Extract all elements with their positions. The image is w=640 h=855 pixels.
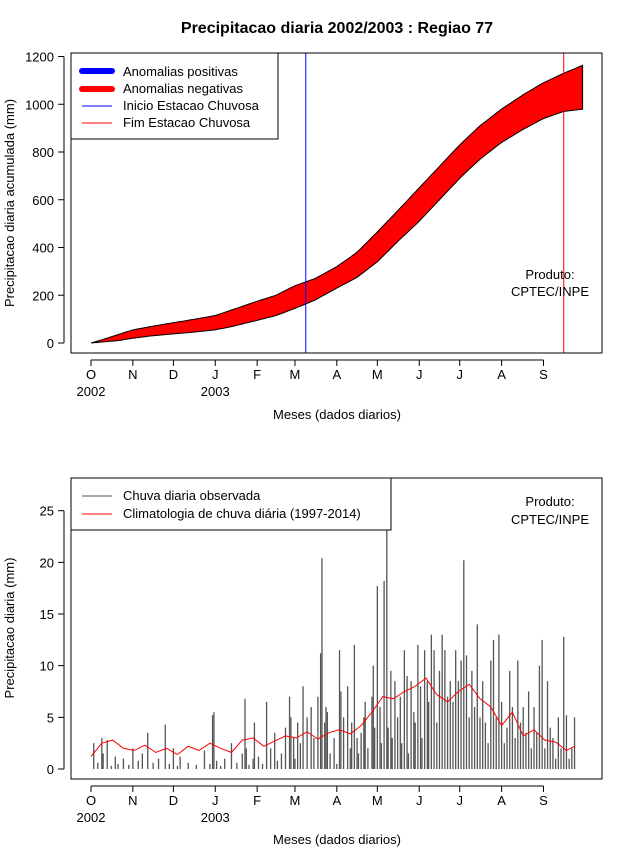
x-tick-label: N — [128, 793, 137, 808]
legend: Chuva diaria observada Climatologia de c… — [70, 477, 392, 531]
x-axis-label: Meses (dados diarios) — [273, 832, 401, 847]
x-tick-label: D — [169, 793, 178, 808]
y-tick-label: 600 — [32, 193, 54, 208]
y-tick-label: 400 — [32, 241, 54, 256]
legend-label-negative: Anomalias negativas — [123, 81, 243, 96]
legend: Anomalias positivas Anomalias negativas … — [70, 52, 279, 140]
x-tick-label: S — [539, 367, 548, 382]
legend-label-positive: Anomalias positivas — [123, 64, 238, 79]
x-tick-label: A — [497, 367, 506, 382]
x-tick-label: J — [416, 793, 423, 808]
x-tick-label: F — [253, 367, 261, 382]
x-tick-label: J — [416, 367, 423, 382]
x-axis-label: Meses (dados diarios) — [273, 407, 401, 422]
figure-title: Precipitacao diaria 2002/2003 : Regiao 7… — [181, 20, 493, 37]
season-markers — [305, 53, 565, 353]
y-tick-label: 0 — [47, 336, 54, 351]
legend-box — [70, 52, 279, 140]
x-tick-label: J — [456, 793, 463, 808]
climatology-series-line — [90, 677, 575, 757]
product-source: CPTEC/INPE — [511, 512, 589, 527]
y-tick-label: 20 — [40, 555, 54, 570]
legend-label-observed: Chuva diaria observada — [123, 488, 261, 503]
y-axis-label: Precipitacao diaria acumulada (mm) — [2, 99, 17, 307]
x-tick-label: J — [456, 367, 463, 382]
product-label: Produto: — [525, 267, 574, 282]
y-tick-label: 1200 — [25, 50, 54, 65]
climatology-line — [90, 677, 575, 757]
observed-daily-bars — [93, 490, 576, 769]
axes: O N D J F M A M J J A S 2002 2003 0 200 400 600 800 1000 120… — [25, 50, 548, 400]
product-source: CPTEC/INPE — [511, 284, 589, 299]
x-tick-label: J — [212, 367, 219, 382]
x-tick-label: O — [86, 793, 96, 808]
legend-box — [70, 477, 392, 531]
y-tick-label: 25 — [40, 504, 54, 519]
cumulative-precipitation-chart: O N D J F M A M J J A S 2002 2003 0 200 400 600 800 1000 120… — [2, 50, 603, 422]
y-tick-label: 0 — [47, 762, 54, 777]
x-tick-label: F — [253, 793, 261, 808]
year-label: 2003 — [201, 384, 230, 399]
axes: O N D J F M A M J J A S 2002 2003 0 5 10 15 20 25 — [40, 504, 549, 825]
x-tick-label: A — [497, 793, 506, 808]
y-tick-label: 1000 — [25, 97, 54, 112]
year-label: 2003 — [201, 810, 230, 825]
year-label: 2002 — [77, 384, 106, 399]
y-tick-label: 800 — [32, 145, 54, 160]
plot-frame — [70, 52, 603, 354]
x-tick-label: A — [332, 367, 341, 382]
y-tick-label: 10 — [40, 659, 54, 674]
anomaly-area — [90, 64, 584, 344]
x-tick-label: M — [290, 793, 301, 808]
x-tick-label: S — [539, 793, 548, 808]
y-tick-label: 15 — [40, 607, 54, 622]
year-label: 2002 — [77, 810, 106, 825]
daily-precipitation-chart: O N D J F M A M J J A S 2002 2003 0 5 10 15 20 25 Precipita… — [2, 477, 603, 847]
x-tick-label: O — [86, 367, 96, 382]
negative-anomaly-band — [90, 64, 584, 344]
x-tick-label: J — [212, 793, 219, 808]
product-label: Produto: — [525, 494, 574, 509]
legend-label-onset: Inicio Estacao Chuvosa — [123, 98, 260, 113]
x-tick-label: A — [332, 793, 341, 808]
x-tick-label: M — [290, 367, 301, 382]
x-tick-label: M — [372, 793, 383, 808]
legend-label-climatology: Climatologia de chuva diária (1997-2014) — [123, 506, 361, 521]
x-tick-label: D — [169, 367, 178, 382]
legend-label-end: Fim Estacao Chuvosa — [123, 115, 251, 130]
x-tick-label: N — [128, 367, 137, 382]
y-tick-label: 200 — [32, 288, 54, 303]
x-tick-label: M — [372, 367, 383, 382]
y-axis-label: Precipitacao diaria (mm) — [2, 558, 17, 699]
y-tick-label: 5 — [47, 710, 54, 725]
